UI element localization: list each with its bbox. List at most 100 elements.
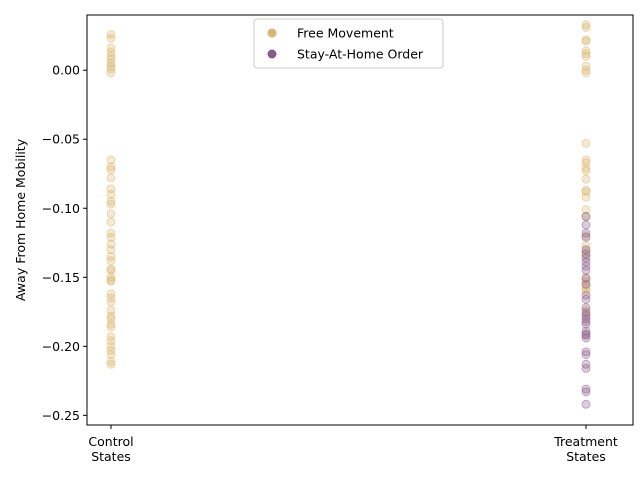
point-free-movement — [106, 256, 116, 266]
point-stay-at-home-order — [581, 330, 591, 340]
point-free-movement — [106, 196, 116, 206]
point-stay-at-home-order — [581, 279, 591, 289]
legend-box — [253, 18, 444, 69]
point-free-movement — [581, 163, 591, 173]
point-free-movement — [106, 228, 116, 238]
point-free-movement — [581, 192, 591, 202]
point-free-movement — [581, 51, 591, 61]
legend: Free Movement Stay-At-Home Order — [253, 18, 444, 69]
point-stay-at-home-order — [581, 294, 591, 304]
point-free-movement — [581, 307, 591, 317]
x-tick-label: Control — [88, 434, 133, 449]
point-stay-at-home-order — [581, 314, 591, 324]
point-free-movement — [106, 322, 116, 332]
legend-label-stay-at-home-order: Stay-At-Home Order — [297, 47, 424, 62]
point-stay-at-home-order — [581, 228, 591, 238]
point-free-movement — [581, 35, 591, 45]
point-free-movement — [581, 187, 591, 197]
y-tick-label: −0.20 — [42, 339, 80, 354]
x-tick-label: States — [91, 449, 131, 464]
point-free-movement — [106, 356, 116, 366]
point-free-movement — [106, 289, 116, 299]
point-free-movement — [106, 43, 116, 53]
legend-marker-stay-at-home-order — [267, 49, 277, 59]
point-free-movement — [106, 239, 116, 249]
point-free-movement — [106, 314, 116, 324]
point-free-movement — [106, 68, 116, 78]
point-stay-at-home-order — [581, 220, 591, 230]
point-free-movement — [106, 209, 116, 219]
y-tick-label: −0.25 — [42, 408, 80, 423]
point-stay-at-home-order — [581, 347, 591, 357]
point-free-movement — [106, 61, 116, 71]
point-free-movement — [581, 61, 591, 71]
point-free-movement — [581, 283, 591, 293]
y-tick-label: −0.10 — [42, 201, 80, 216]
point-stay-at-home-order — [581, 261, 591, 271]
point-free-movement — [581, 36, 591, 46]
point-free-movement — [106, 332, 116, 342]
point-free-movement — [581, 276, 591, 286]
point-free-movement — [581, 246, 591, 256]
point-free-movement — [106, 336, 116, 346]
point-stay-at-home-order — [581, 245, 591, 255]
point-free-movement — [581, 305, 591, 315]
y-tick-label: 0.00 — [52, 63, 80, 78]
point-free-movement — [106, 350, 116, 360]
point-free-movement — [106, 64, 116, 74]
point-free-movement — [106, 232, 116, 242]
point-free-movement — [581, 20, 591, 30]
point-free-movement — [581, 68, 591, 78]
point-stay-at-home-order — [581, 311, 591, 321]
point-stay-at-home-order — [581, 274, 591, 284]
point-free-movement — [106, 264, 116, 274]
point-stay-at-home-order — [581, 212, 591, 222]
point-free-movement — [581, 138, 591, 148]
point-free-movement — [581, 185, 591, 195]
point-free-movement — [106, 173, 116, 183]
point-free-movement — [106, 162, 116, 172]
point-stay-at-home-order — [581, 350, 591, 360]
point-stay-at-home-order — [581, 253, 591, 263]
point-free-movement — [581, 158, 591, 168]
point-free-movement — [106, 265, 116, 275]
point-stay-at-home-order — [581, 308, 591, 318]
point-free-movement — [106, 305, 116, 315]
point-free-movement — [581, 241, 591, 251]
point-free-movement — [106, 47, 116, 57]
point-free-movement — [106, 275, 116, 285]
legend-label-free-movement: Free Movement — [297, 26, 394, 41]
point-stay-at-home-order — [581, 359, 591, 369]
point-free-movement — [106, 51, 116, 61]
x-tick-label: States — [566, 449, 606, 464]
point-free-movement — [106, 319, 116, 329]
point-stay-at-home-order — [581, 303, 591, 313]
point-stay-at-home-order — [581, 326, 591, 336]
point-stay-at-home-order — [581, 363, 591, 373]
legend-marker-free-movement — [267, 28, 277, 38]
point-stay-at-home-order — [581, 265, 591, 275]
point-free-movement — [581, 231, 591, 241]
point-stay-at-home-order — [581, 290, 591, 300]
point-free-movement — [581, 46, 591, 56]
point-stay-at-home-order — [581, 329, 591, 339]
point-free-movement — [106, 276, 116, 286]
point-free-movement — [106, 155, 116, 165]
point-free-movement — [581, 166, 591, 176]
point-free-movement — [106, 33, 116, 43]
point-stay-at-home-order — [581, 333, 591, 343]
point-free-movement — [106, 311, 116, 321]
point-stay-at-home-order — [581, 399, 591, 409]
point-free-movement — [581, 174, 591, 184]
point-stay-at-home-order — [581, 316, 591, 326]
point-stay-at-home-order — [581, 384, 591, 394]
point-free-movement — [106, 245, 116, 255]
point-free-movement — [581, 65, 591, 75]
point-stay-at-home-order — [581, 232, 591, 242]
point-free-movement — [106, 272, 116, 282]
y-tick-label: −0.05 — [42, 132, 80, 147]
point-free-movement — [106, 293, 116, 303]
point-free-movement — [106, 189, 116, 199]
